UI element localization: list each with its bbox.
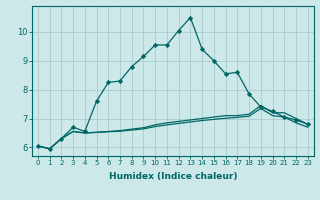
X-axis label: Humidex (Indice chaleur): Humidex (Indice chaleur) bbox=[108, 172, 237, 181]
